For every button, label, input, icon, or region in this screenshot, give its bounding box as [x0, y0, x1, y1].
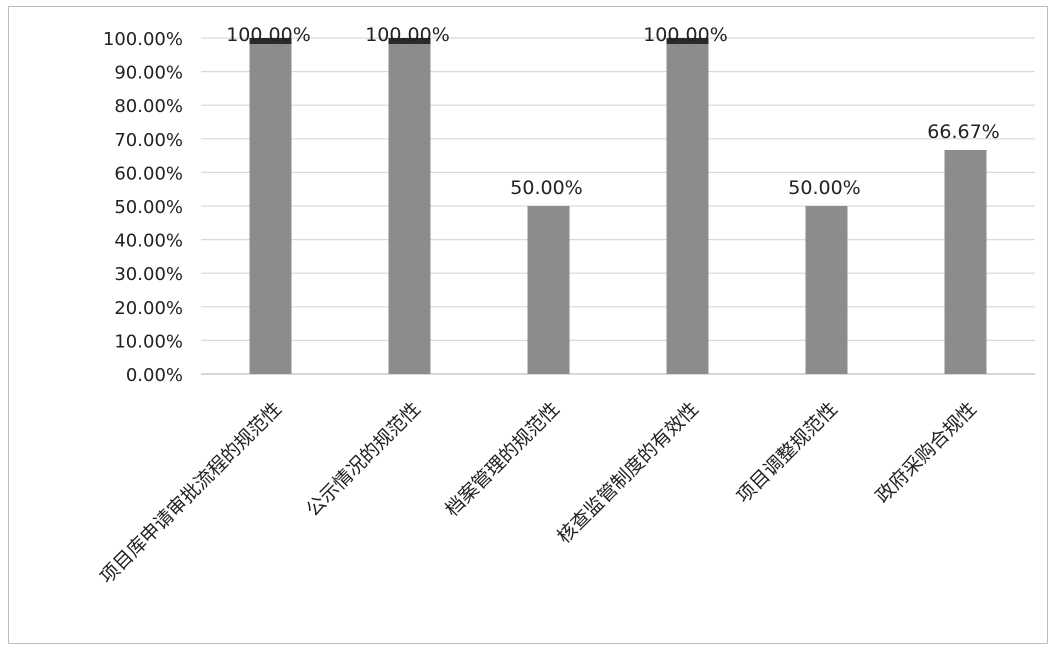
data-label: 100.00% [365, 24, 450, 46]
x-category-label: 公示情况的规范性 [302, 398, 425, 521]
bar [388, 38, 431, 374]
data-label: 66.67% [927, 121, 999, 143]
bar [249, 38, 292, 374]
data-label: 50.00% [510, 177, 582, 199]
y-tick-label: 0.00% [126, 365, 183, 386]
bar-cap [388, 38, 431, 44]
x-category-label: 政府采购合规性 [871, 398, 981, 508]
bar-cap [666, 38, 709, 44]
bar [805, 206, 848, 374]
x-category-label: 项目库申请审批流程的规范性 [96, 398, 286, 588]
y-tick-label: 10.00% [114, 331, 183, 352]
y-tick-label: 50.00% [114, 197, 183, 218]
bar-chart: 0.00% 10.00% 20.00% 30.00% 40.00% 50.00% 60.00… [96, 24, 1035, 588]
y-tick-label: 40.00% [114, 231, 183, 252]
x-category-label: 项目调整规范性 [732, 398, 842, 508]
y-tick-label: 60.00% [114, 163, 183, 184]
bar-cap [249, 38, 292, 44]
chart-frame: 0.00% 10.00% 20.00% 30.00% 40.00% 50.00% 60.00… [8, 6, 1048, 644]
bar [944, 149, 987, 374]
data-label: 50.00% [788, 177, 860, 199]
y-tick-label: 90.00% [114, 63, 183, 84]
data-label: 100.00% [643, 24, 728, 46]
x-category-label: 核查监管制度的有效性 [553, 398, 703, 548]
y-tick-label: 80.00% [114, 96, 183, 117]
data-label: 100.00% [226, 24, 311, 46]
bar [666, 38, 709, 374]
x-category-label: 档案管理的规范性 [441, 398, 564, 521]
y-tick-label: 20.00% [114, 298, 183, 319]
y-tick-label: 70.00% [114, 130, 183, 151]
bar [527, 206, 570, 374]
y-tick-label: 100.00% [103, 29, 183, 50]
y-tick-label: 30.00% [114, 264, 183, 285]
